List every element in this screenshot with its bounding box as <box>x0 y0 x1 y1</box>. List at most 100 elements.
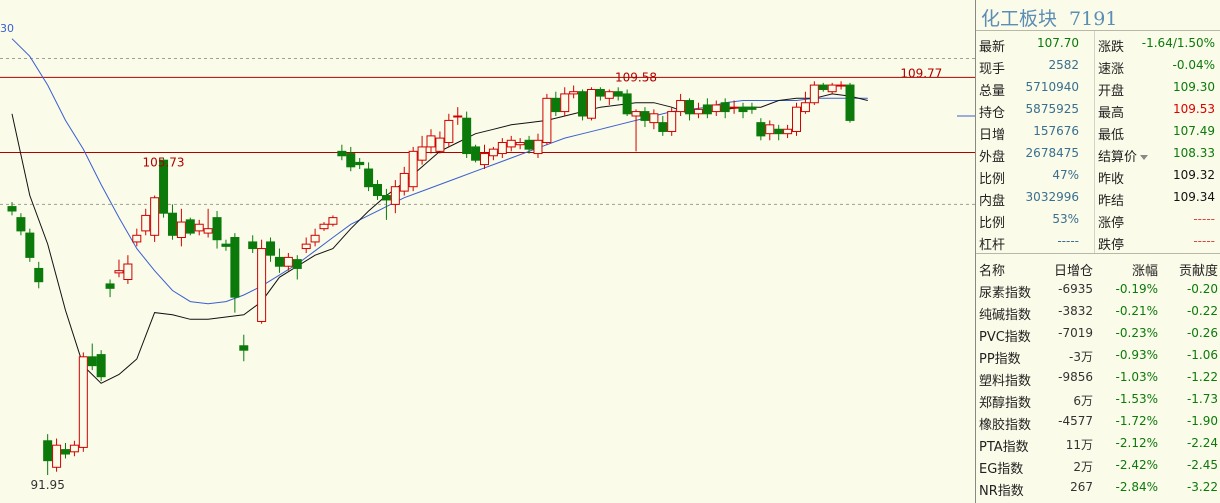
candle-up <box>676 100 686 113</box>
candle-down <box>524 139 534 150</box>
list-item[interactable]: PP指数 -3万 -0.93% -1.06 <box>976 345 1220 367</box>
candle-up <box>542 97 552 144</box>
quote-label: 最低 <box>1098 128 1125 143</box>
quote-label: 持仓 <box>979 106 1006 121</box>
list-item[interactable]: 纯碱指数 -3832 -0.21% -0.22 <box>976 301 1220 323</box>
sector-code: 7191 <box>1069 8 1118 30</box>
candle-down <box>96 354 106 378</box>
quote-value: 2678475 <box>1025 146 1079 160</box>
item-change-pct: -0.23% <box>1115 326 1158 340</box>
candle-up <box>827 84 837 93</box>
candle-up <box>141 214 151 232</box>
candle-up <box>310 234 320 243</box>
candle-up <box>408 150 418 188</box>
list-item[interactable]: EG指数 2万 -2.42% -2.45 <box>976 455 1220 477</box>
quote-label: 开盘 <box>1098 84 1125 99</box>
candle-up <box>399 172 409 192</box>
quote-label: 最高 <box>1098 106 1125 121</box>
candle-down <box>373 183 383 197</box>
candle-down <box>471 146 481 161</box>
candle-down <box>720 102 730 113</box>
candle-up <box>114 270 124 274</box>
quote-value: 109.32 <box>1173 168 1215 182</box>
quote-value: 3032996 <box>1025 190 1079 204</box>
moving-average-long-line <box>11 38 868 305</box>
list-item[interactable]: 塑料指数 -9856 -1.03% -1.22 <box>976 367 1220 389</box>
candle-up <box>586 88 596 119</box>
quote-row: 日增 157676 最低 107.49 <box>976 121 1220 143</box>
quote-label: 总量 <box>979 84 1006 99</box>
item-name: 橡胶指数 <box>979 418 1032 433</box>
item-contribution: -1.22 <box>1186 370 1218 384</box>
quote-value: 2582 <box>1048 58 1079 72</box>
dropdown-triangle-icon[interactable] <box>1140 155 1149 160</box>
panel-title: 化工板块 7191 <box>981 4 1117 31</box>
candle-up <box>283 256 293 267</box>
candle-up <box>132 234 142 243</box>
quote-row: 总量 5710940 开盘 109.30 <box>976 77 1220 99</box>
item-name: PTA指数 <box>979 440 1029 455</box>
quote-row: 现手 2582 速涨 -0.04% <box>976 55 1220 77</box>
list-item[interactable]: 郑醇指数 6万 -1.53% -1.73 <box>976 389 1220 411</box>
item-change-pct: -2.84% <box>1115 480 1158 494</box>
candle-up <box>649 113 659 124</box>
quote-row: 杠杆 ----- 跌停 ----- <box>976 231 1220 253</box>
quote-row: 内盘 3032996 昨结 109.34 <box>976 187 1220 209</box>
candle-down <box>845 84 855 121</box>
item-change-pct: -0.19% <box>1115 282 1158 296</box>
item-name: 郑醇指数 <box>979 396 1032 411</box>
quote-label: 跌停 <box>1098 238 1125 253</box>
candle-up <box>444 119 454 144</box>
candle-up <box>150 197 160 236</box>
candle-down <box>595 88 605 97</box>
candle-up <box>711 104 721 113</box>
candle-down <box>274 256 284 267</box>
quote-label: 外盘 <box>979 150 1006 165</box>
list-item[interactable]: NR指数 267 -2.84% -3.22 <box>976 477 1220 499</box>
candle-down <box>551 97 561 113</box>
quote-value: 157676 <box>1033 124 1079 138</box>
list-header: 名称 日增仓 涨幅 贡献度 <box>976 257 1220 279</box>
candle-down <box>381 195 391 201</box>
item-oi-change: 11万 <box>1065 438 1093 452</box>
candle-down <box>622 93 632 115</box>
candle-up <box>809 84 819 104</box>
candle-up <box>52 444 62 468</box>
candle-up <box>417 146 427 161</box>
quote-value: 109.30 <box>1173 80 1215 94</box>
item-name: NR指数 <box>979 484 1024 499</box>
list-item[interactable]: 橡胶指数 -4577 -1.72% -1.90 <box>976 411 1220 433</box>
quote-column-divider <box>1094 31 1095 253</box>
item-name: PVC指数 <box>979 330 1031 345</box>
candle-down <box>337 150 347 157</box>
quote-value: 108.33 <box>1173 146 1215 160</box>
candle-up <box>783 128 793 135</box>
quote-label: 内盘 <box>979 194 1006 209</box>
candlestick-chart[interactable]: 30 105.73 109.58 109.77 91.95 <box>0 0 975 503</box>
item-name: 纯碱指数 <box>979 308 1032 323</box>
item-name: EG指数 <box>979 462 1024 477</box>
quote-divider <box>976 253 1220 254</box>
chart-canvas[interactable]: 30 105.73 109.58 109.77 91.95 <box>0 0 975 503</box>
candle-up <box>693 108 703 115</box>
candle-up <box>569 91 579 95</box>
list-item[interactable]: 尿素指数 -6935 -0.19% -0.20 <box>976 279 1220 301</box>
list-item[interactable]: PTA指数 11万 -2.12% -2.24 <box>976 433 1220 455</box>
list-item[interactable]: PVC指数 -7019 -0.23% -0.26 <box>976 323 1220 345</box>
candle-up <box>328 217 338 225</box>
quote-label: 涨跌 <box>1098 40 1125 55</box>
candle-up <box>257 248 267 322</box>
candle-up <box>194 223 204 232</box>
candle-down <box>230 237 240 298</box>
quote-label[interactable]: 结算价 <box>1098 146 1149 165</box>
item-contribution: -3.22 <box>1186 480 1218 494</box>
candle-down <box>34 267 44 283</box>
quote-value: 109.53 <box>1173 102 1215 116</box>
quote-row: 比例 47% 昨收 109.32 <box>976 165 1220 187</box>
item-oi-change: -4577 <box>1058 414 1093 428</box>
item-change-pct: -0.93% <box>1115 348 1158 362</box>
candle-down <box>578 91 588 117</box>
candle-down <box>640 111 650 121</box>
y-axis-top-label: 30 <box>0 22 14 35</box>
candle-down <box>818 84 828 90</box>
